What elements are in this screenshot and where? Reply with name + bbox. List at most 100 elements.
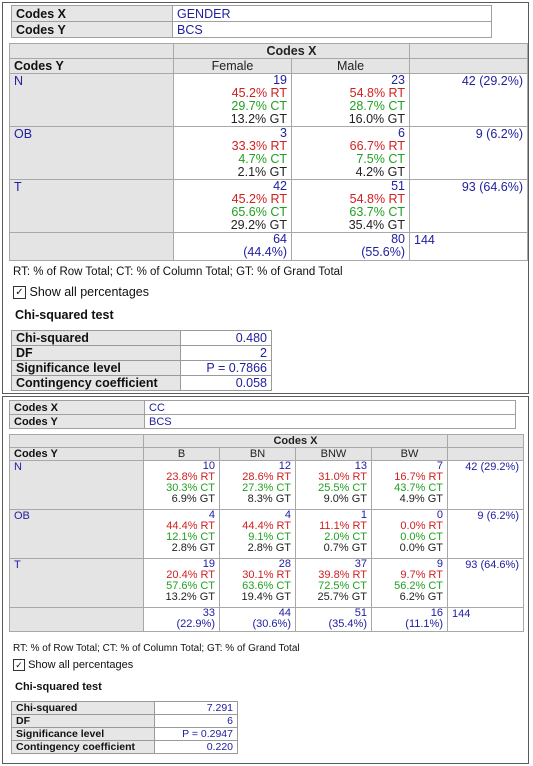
stat-label: Significance level bbox=[11, 727, 155, 741]
column-header: BN bbox=[219, 447, 296, 461]
codes-x-value[interactable]: CC bbox=[144, 400, 516, 415]
chi-squared-title: Chi-squared test bbox=[15, 681, 102, 693]
header-blank bbox=[409, 43, 528, 59]
header-codes-x: Codes X bbox=[173, 43, 410, 59]
codes-x-label: Codes X bbox=[11, 5, 173, 22]
table-cell: 4 44.4% RT 12.1% CT 2.8% GT bbox=[143, 509, 220, 559]
table-cell: 7 16.7% RT 43.7% CT 4.9% GT bbox=[371, 460, 448, 510]
grand-total: 144 bbox=[409, 232, 528, 261]
header-codes-y: Codes Y bbox=[9, 447, 144, 461]
row-total: 93 (64.6%) bbox=[409, 179, 528, 233]
column-total: 64 (44.4%) bbox=[173, 232, 292, 261]
stat-label: DF bbox=[11, 345, 181, 361]
table-cell: 9 9.7% RT 56.2% CT 6.2% GT bbox=[371, 558, 448, 608]
row-total: 42 (29.2%) bbox=[409, 73, 528, 127]
table-row: OB 3 33.3% RT 4.7% CT 2.1% GT 6 66.7% RT 7.5%… bbox=[9, 126, 528, 180]
row-total: 42 (29.2%) bbox=[447, 460, 524, 510]
checkbox-label: Show all percentages bbox=[29, 285, 150, 299]
stat-label: Chi-squared bbox=[11, 330, 181, 346]
show-all-percentages-checkbox[interactable]: ✓ Show all percentages bbox=[13, 659, 134, 672]
row-total: 9 (6.2%) bbox=[409, 126, 528, 180]
table-cell: 19 45.2% RT 29.7% CT 13.2% GT bbox=[173, 73, 292, 127]
table-cell: 23 54.8% RT 28.7% CT 16.0% GT bbox=[291, 73, 410, 127]
checkbox-check-icon[interactable]: ✓ bbox=[13, 286, 26, 300]
stat-value: 2 bbox=[180, 345, 272, 361]
table-cell: 13 31.0% RT 25.5% CT 9.0% GT bbox=[295, 460, 372, 510]
column-header: Male bbox=[291, 58, 410, 74]
stat-value: 7.291 bbox=[154, 701, 238, 715]
chi-squared-results: Chi-squared 7.291 DF 6 Significance level P… bbox=[11, 701, 238, 754]
checkbox-label: Show all percentages bbox=[28, 659, 134, 671]
percentage-legend: RT: % of Row Total; CT: % of Column Tota… bbox=[13, 266, 343, 278]
header-blank bbox=[409, 58, 528, 74]
crosstab-table: Codes X Codes Y B BN BNW BW N 10 23.8% RT… bbox=[9, 434, 524, 632]
codes-x-label: Codes X bbox=[9, 400, 145, 415]
table-row: N 19 45.2% RT 29.7% CT 13.2% GT 23 54.8% RT 2… bbox=[9, 73, 528, 127]
totals-label-cell bbox=[9, 232, 174, 261]
header-codes-y: Codes Y bbox=[9, 58, 174, 74]
checkbox-check-icon[interactable]: ✓ bbox=[13, 659, 25, 672]
stat-label: DF bbox=[11, 714, 155, 728]
header-blank bbox=[447, 447, 524, 461]
stat-value: 0.058 bbox=[180, 375, 272, 391]
totals-row: 33 (22.9%) 44 (30.6%) 51 (35.4%) 16 (11.1%) … bbox=[9, 607, 524, 632]
table-cell: 0 0.0% RT 0.0% CT 0.0% GT bbox=[371, 509, 448, 559]
corner-cell bbox=[9, 43, 174, 59]
table-row: N 10 23.8% RT 30.3% CT 6.9% GT 12 28.6% RT 27… bbox=[9, 460, 524, 510]
table-cell: 12 28.6% RT 27.3% CT 8.3% GT bbox=[219, 460, 296, 510]
crosstab-table: Codes X Codes Y Female Male N 19 45.2% RT… bbox=[9, 43, 528, 261]
codes-y-value[interactable]: BCS bbox=[144, 414, 516, 429]
codes-y-label: Codes Y bbox=[9, 414, 145, 429]
row-label: T bbox=[9, 179, 174, 233]
totals-label-cell bbox=[9, 607, 144, 632]
table-cell: 19 20.4% RT 57.6% CT 13.2% GT bbox=[143, 558, 220, 608]
stat-label: Chi-squared bbox=[11, 701, 155, 715]
row-total: 9 (6.2%) bbox=[447, 509, 524, 559]
table-cell: 10 23.8% RT 30.3% CT 6.9% GT bbox=[143, 460, 220, 510]
stat-label: Significance level bbox=[11, 360, 181, 376]
row-total: 93 (64.6%) bbox=[447, 558, 524, 608]
row-label: N bbox=[9, 73, 174, 127]
stat-value: P = 0.7866 bbox=[180, 360, 272, 376]
table-row: OB 4 44.4% RT 12.1% CT 2.8% GT 4 44.4% RT 9.1… bbox=[9, 509, 524, 559]
stat-value: 6 bbox=[154, 714, 238, 728]
table-cell: 6 66.7% RT 7.5% CT 4.2% GT bbox=[291, 126, 410, 180]
table-cell: 1 11.1% RT 2.0% CT 0.7% GT bbox=[295, 509, 372, 559]
table-cell: 4 44.4% RT 9.1% CT 2.8% GT bbox=[219, 509, 296, 559]
column-total: 44 (30.6%) bbox=[219, 607, 296, 632]
column-total: 33 (22.9%) bbox=[143, 607, 220, 632]
codes-selector: Codes X CC Codes Y BCS bbox=[9, 400, 516, 429]
show-all-percentages-checkbox[interactable]: ✓ Show all percentages bbox=[13, 285, 150, 300]
column-total: 80 (55.6%) bbox=[291, 232, 410, 261]
table-row: T 19 20.4% RT 57.6% CT 13.2% GT 28 30.1% RT 6… bbox=[9, 558, 524, 608]
stat-value: 0.480 bbox=[180, 330, 272, 346]
column-header: BW bbox=[371, 447, 448, 461]
row-label: N bbox=[9, 460, 144, 510]
totals-row: 64 (44.4%) 80 (55.6%) 144 bbox=[9, 232, 528, 261]
codes-x-value[interactable]: GENDER bbox=[172, 5, 492, 22]
crosstab-panel-gender: Codes X GENDER Codes Y BCS Codes X Codes… bbox=[2, 2, 529, 394]
column-total: 51 (35.4%) bbox=[295, 607, 372, 632]
table-cell: 28 30.1% RT 63.6% CT 19.4% GT bbox=[219, 558, 296, 608]
stat-label: Contingency coefficient bbox=[11, 740, 155, 754]
row-label: OB bbox=[9, 509, 144, 559]
header-blank bbox=[447, 434, 524, 448]
stat-label: Contingency coefficient bbox=[11, 375, 181, 391]
stat-value: 0.220 bbox=[154, 740, 238, 754]
table-cell: 37 39.8% RT 72.5% CT 25.7% GT bbox=[295, 558, 372, 608]
column-total: 16 (11.1%) bbox=[371, 607, 448, 632]
row-label: T bbox=[9, 558, 144, 608]
crosstab-panel-cc: Codes X CC Codes Y BCS Codes X Codes Y B… bbox=[2, 396, 529, 764]
column-header: Female bbox=[173, 58, 292, 74]
table-cell: 42 45.2% RT 65.6% CT 29.2% GT bbox=[173, 179, 292, 233]
codes-y-value[interactable]: BCS bbox=[172, 21, 492, 38]
chi-squared-results: Chi-squared 0.480 DF 2 Significance level P… bbox=[11, 330, 272, 391]
corner-cell bbox=[9, 434, 144, 448]
table-cell: 3 33.3% RT 4.7% CT 2.1% GT bbox=[173, 126, 292, 180]
table-cell: 51 54.8% RT 63.7% CT 35.4% GT bbox=[291, 179, 410, 233]
stat-value: P = 0.2947 bbox=[154, 727, 238, 741]
chi-squared-title: Chi-squared test bbox=[15, 308, 114, 322]
row-label: OB bbox=[9, 126, 174, 180]
percentage-legend: RT: % of Row Total; CT: % of Column Tota… bbox=[13, 643, 300, 654]
header-codes-x: Codes X bbox=[143, 434, 448, 448]
